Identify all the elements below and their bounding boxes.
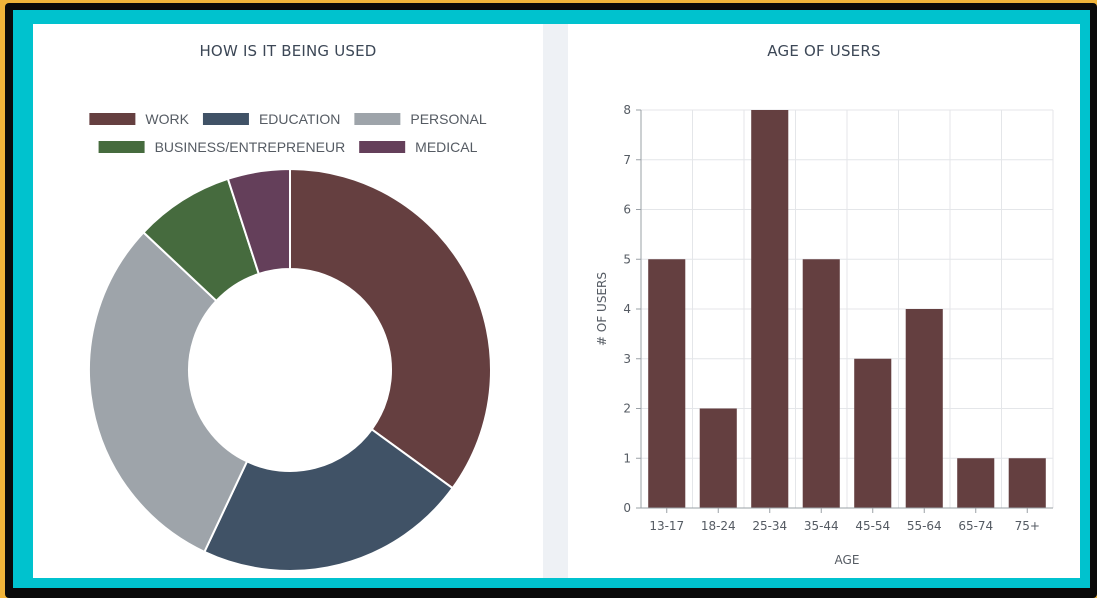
- bar-75[interactable]: [1008, 458, 1046, 508]
- legend-row: WORK EDUCATION PERSONAL: [89, 111, 487, 127]
- y-tick-label: 2: [623, 402, 631, 416]
- bar-45-54[interactable]: [854, 358, 892, 508]
- age-axes: 0 1 2 3 4 5 6 7 8 13-17 18-24 25-34 35-44 45-54 55-64 6…: [595, 103, 1053, 567]
- age-bar-chart: 0 1 2 3 4 5 6 7 8 13-17 18-24 25-34 35-44 45-54 55-64 6…: [595, 103, 1054, 567]
- y-tick-label: 5: [623, 252, 631, 266]
- bar-55-64[interactable]: [905, 309, 943, 508]
- legend-swatch: [89, 113, 136, 125]
- x-tick-label: 25-34: [752, 519, 787, 533]
- bar-65-74[interactable]: [957, 458, 995, 508]
- legend-label: PERSONAL: [410, 111, 486, 127]
- x-tick-label: 45-54: [855, 519, 890, 533]
- donut-slice-personal[interactable]: [88, 230, 249, 554]
- y-axis-title: # OF USERS: [595, 272, 609, 346]
- y-tick-label: 0: [623, 501, 631, 515]
- legend-row: BUSINESS/ENTREPRENEUR MEDICAL: [98, 139, 478, 155]
- y-tick-label: 8: [623, 103, 631, 117]
- y-tick-label: 3: [623, 352, 631, 366]
- bar-25-34[interactable]: [751, 110, 789, 508]
- legend-item-work[interactable]: WORK: [89, 111, 190, 127]
- age-grid: [640, 109, 1054, 509]
- legend-swatch: [202, 113, 249, 125]
- x-tick-label: 35-44: [804, 519, 839, 533]
- panel-divider: [543, 24, 568, 578]
- usage-slices: [88, 167, 492, 572]
- legend-label: EDUCATION: [259, 111, 340, 127]
- legend-item-business-entrepreneur[interactable]: BUSINESS/ENTREPRENEUR: [98, 139, 346, 155]
- usage-chart-panel: HOW IS IT BEING USED WORK EDUCATION PERSON…: [33, 24, 543, 578]
- x-tick-label: 65-74: [958, 519, 993, 533]
- y-tick-label: 7: [623, 153, 631, 167]
- legend-item-medical[interactable]: MEDICAL: [359, 139, 478, 155]
- legend-item-personal[interactable]: PERSONAL: [354, 111, 487, 127]
- x-tick-label: 18-24: [701, 519, 736, 533]
- x-tick-label: 13-17: [649, 519, 684, 533]
- age-bars: [648, 110, 1046, 508]
- y-tick-label: 4: [623, 302, 631, 316]
- legend-item-education[interactable]: EDUCATION: [202, 111, 340, 127]
- legend-swatch: [354, 113, 401, 125]
- legend-label: WORK: [145, 111, 189, 127]
- donut-slice-education[interactable]: [203, 427, 455, 572]
- age-chart-title: AGE OF USERS: [767, 42, 881, 60]
- usage-donut-chart: WORK EDUCATION PERSONAL BUSINESS/ENTREPRENE…: [88, 111, 492, 572]
- x-axis-title: AGE: [835, 553, 860, 567]
- bar-35-44[interactable]: [802, 259, 840, 508]
- y-tick-label: 1: [623, 451, 631, 465]
- legend-label: BUSINESS/ENTREPRENEUR: [155, 139, 346, 155]
- legend-swatch: [98, 141, 145, 153]
- usage-legend: WORK EDUCATION PERSONAL BUSINESS/ENTREPRENE…: [89, 111, 487, 155]
- legend-label: MEDICAL: [415, 139, 477, 155]
- x-tick-label: 75+: [1015, 519, 1040, 533]
- donut-slice-medical[interactable]: [226, 167, 291, 276]
- usage-chart-title: HOW IS IT BEING USED: [199, 42, 377, 60]
- y-tick-label: 6: [623, 203, 631, 217]
- age-chart-panel: AGE OF USERS 0 1 2 3 4 5 6 7 8 13-17 18-24 25-34 35-…: [568, 24, 1080, 578]
- legend-swatch: [359, 141, 406, 153]
- bar-18-24[interactable]: [699, 408, 737, 509]
- donut-slice-work[interactable]: [289, 167, 492, 490]
- x-tick-label: 55-64: [907, 519, 942, 533]
- bar-13-17[interactable]: [648, 259, 686, 508]
